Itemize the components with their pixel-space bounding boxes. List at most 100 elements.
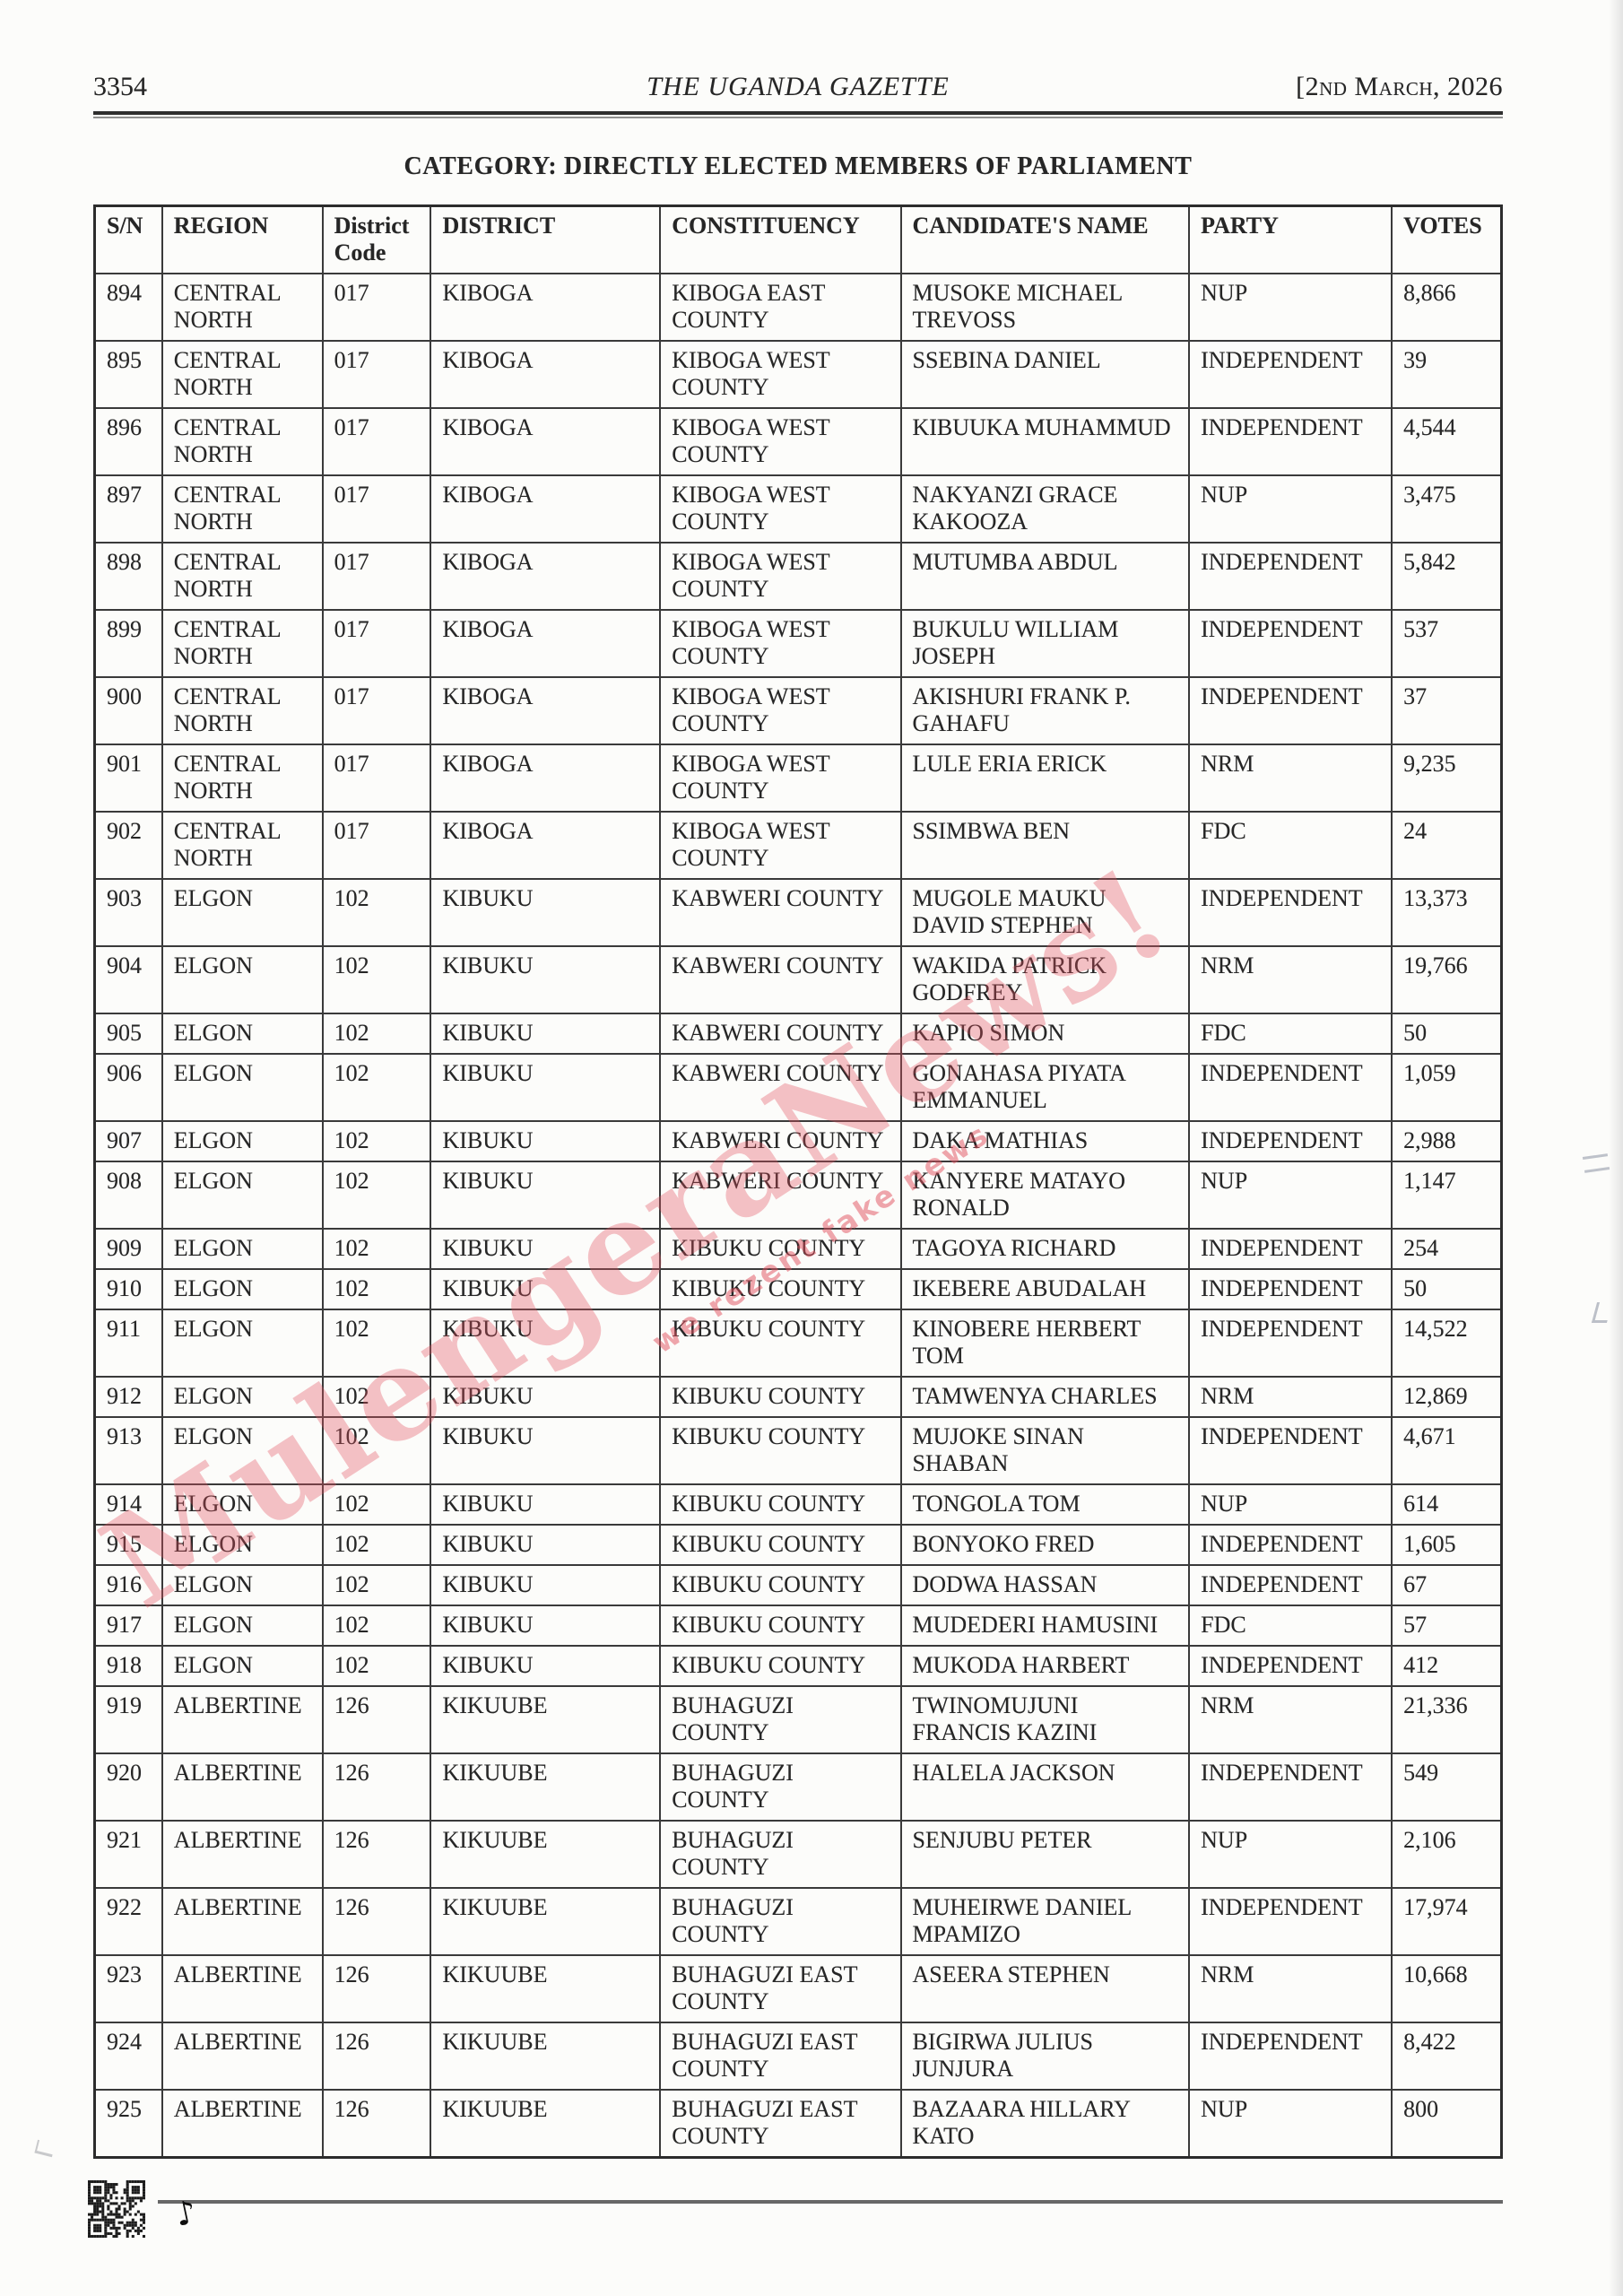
table-row: 918 ELGON 102 KIBUKU KIBUKU COUNTY MUKODA HAR… — [93, 1645, 1503, 1687]
table-cell: ELGON — [161, 1605, 324, 1647]
table-cell: 900 — [93, 676, 163, 745]
table-cell: 894 — [93, 273, 163, 342]
table-cell: KIBUKU — [430, 1605, 662, 1647]
table-cell: INDEPENDENT — [1188, 1416, 1393, 1485]
table-cell: 909 — [93, 1228, 163, 1270]
table-cell: KIBOGA — [430, 542, 662, 611]
table-cell: TAGOYA RICHARD — [899, 1228, 1191, 1270]
column-header: CANDIDATE'S NAME — [899, 204, 1191, 274]
table-cell: 126 — [321, 2089, 432, 2159]
table-cell: 1,059 — [1391, 1053, 1503, 1122]
table-cell: FDC — [1188, 1605, 1393, 1647]
table-cell: 57 — [1391, 1605, 1503, 1647]
table-row: 907 ELGON 102 KIBUKU KABWERI COUNTY DAKA MATH… — [93, 1120, 1503, 1162]
table-cell: 921 — [93, 1820, 163, 1889]
table-cell: GONAHASA PIYATA EMMANUEL — [899, 1053, 1191, 1122]
table-row: 920 ALBERTINE 126 KIKUUBE BUHAGUZI COUNTY HAL… — [93, 1752, 1503, 1822]
table-cell: 50 — [1391, 1013, 1503, 1055]
table-row: 923 ALBERTINE 126 KIKUUBE BUHAGUZI EAST COUN… — [93, 1954, 1503, 2023]
table-cell: NUP — [1188, 1161, 1393, 1230]
table-cell: 13,373 — [1391, 878, 1503, 947]
qr-code — [88, 2180, 145, 2238]
table-cell: NRM — [1188, 945, 1393, 1014]
publication-title: THE UGANDA GAZETTE — [647, 72, 950, 101]
table-cell: NUP — [1188, 273, 1393, 342]
table-row: 901 CENTRAL NORTH 017 KIBOGA KIBOGA WEST COU… — [93, 744, 1503, 813]
table-cell: 902 — [93, 811, 163, 880]
table-row: 902 CENTRAL NORTH 017 KIBOGA KIBOGA WEST COU… — [93, 811, 1503, 880]
table-cell: 017 — [321, 542, 432, 611]
table-cell: KABWERI COUNTY — [659, 878, 902, 947]
table-cell: KIBUKU COUNTY — [659, 1309, 902, 1378]
table-cell: INDEPENDENT — [1188, 1645, 1393, 1687]
table-cell: CENTRAL NORTH — [161, 676, 324, 745]
table-cell: INDEPENDENT — [1188, 2022, 1393, 2091]
table-cell: MUKODA HARBERT — [899, 1645, 1191, 1687]
table-cell: 899 — [93, 609, 163, 678]
table-cell: ALBERTINE — [161, 2022, 324, 2091]
table-cell: 126 — [321, 1820, 432, 1889]
table-cell: 4,544 — [1391, 407, 1503, 476]
table-cell: ALBERTINE — [161, 1820, 324, 1889]
table-cell: KINOBERE HERBERT TOM — [899, 1309, 1191, 1378]
page-footer: ♪ — [88, 2180, 1503, 2245]
column-header: REGION — [161, 204, 324, 274]
table-cell: 8,422 — [1391, 2022, 1503, 2091]
table-row: 904 ELGON 102 KIBUKU KABWERI COUNTY WAKIDA PA… — [93, 945, 1503, 1014]
table-cell: INDEPENDENT — [1188, 1524, 1393, 1566]
table-cell: INDEPENDENT — [1188, 1268, 1393, 1310]
table-row: 912 ELGON 102 KIBUKU KIBUKU COUNTY TAMWENYA C… — [93, 1376, 1503, 1418]
table-cell: KIBUKU COUNTY — [659, 1268, 902, 1310]
table-cell: NUP — [1188, 1820, 1393, 1889]
table-cell: KIKUUBE — [430, 2089, 662, 2159]
table-cell: SENJUBU PETER — [899, 1820, 1191, 1889]
table-cell: KIBOGA WEST COUNTY — [659, 542, 902, 611]
table-cell: KIBOGA WEST COUNTY — [659, 744, 902, 813]
table-cell: ALBERTINE — [161, 1887, 324, 1956]
table-cell: 50 — [1391, 1268, 1503, 1310]
table-cell: CENTRAL NORTH — [161, 744, 324, 813]
table-row: 911 ELGON 102 KIBUKU KIBUKU COUNTY KINOBERE H… — [93, 1309, 1503, 1378]
table-cell: ELGON — [161, 1053, 324, 1122]
table-cell: 1,147 — [1391, 1161, 1503, 1230]
table-cell: 922 — [93, 1887, 163, 1956]
scan-artifact — [1582, 1153, 1610, 1173]
table-cell: FDC — [1188, 811, 1393, 880]
table-cell: ELGON — [161, 1376, 324, 1418]
header-rule — [93, 111, 1503, 118]
column-header: DISTRICT — [430, 204, 662, 274]
table-cell: 10,668 — [1391, 1954, 1503, 2023]
results-table: S/N REGION District Code DISTRICT CONSTITUEN… — [93, 204, 1503, 2159]
table-cell: 102 — [321, 1013, 432, 1055]
table-cell: KABWERI COUNTY — [659, 1120, 902, 1162]
table-cell: 918 — [93, 1645, 163, 1687]
table-cell: 614 — [1391, 1483, 1503, 1526]
table-cell: NUP — [1188, 474, 1393, 544]
table-cell: 21,336 — [1391, 1685, 1503, 1754]
table-row: 910 ELGON 102 KIBUKU KIBUKU COUNTY IKEBERE AB… — [93, 1268, 1503, 1310]
scan-edge-shadow — [1609, 0, 1623, 2296]
table-cell: 912 — [93, 1376, 163, 1418]
table-cell: KIKUUBE — [430, 1820, 662, 1889]
table-cell: ELGON — [161, 1416, 324, 1485]
table-cell: INDEPENDENT — [1188, 1887, 1393, 1956]
table-cell: INDEPENDENT — [1188, 407, 1393, 476]
table-cell: 017 — [321, 474, 432, 544]
table-cell: 2,988 — [1391, 1120, 1503, 1162]
table-row: 906 ELGON 102 KIBUKU KABWERI COUNTY GONAHASA … — [93, 1053, 1503, 1122]
table-row: 897 CENTRAL NORTH 017 KIBOGA KIBOGA WEST COU… — [93, 474, 1503, 544]
table-cell: KIBUKU — [430, 1268, 662, 1310]
table-row: 894 CENTRAL NORTH 017 KIBOGA KIBOGA EAST COU… — [93, 273, 1503, 342]
table-cell: BUKULU WILLIAM JOSEPH — [899, 609, 1191, 678]
table-cell: KIBUKU — [430, 945, 662, 1014]
table-row: 900 CENTRAL NORTH 017 KIBOGA KIBOGA WEST COU… — [93, 676, 1503, 745]
table-cell: 102 — [321, 1309, 432, 1378]
table-cell: 8,866 — [1391, 273, 1503, 342]
table-cell: 017 — [321, 744, 432, 813]
table-cell: NUP — [1188, 1483, 1393, 1526]
table-cell: 102 — [321, 1053, 432, 1122]
table-cell: 126 — [321, 1752, 432, 1822]
table-cell: 102 — [321, 945, 432, 1014]
table-cell: 895 — [93, 340, 163, 409]
